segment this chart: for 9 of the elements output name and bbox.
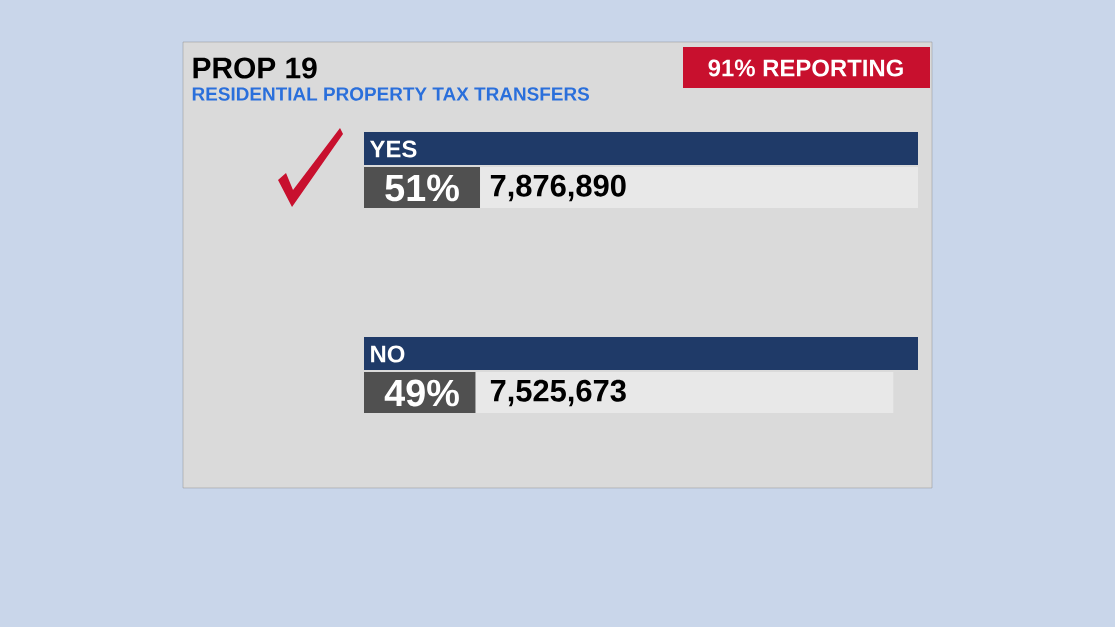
category-label: NO <box>371 345 405 363</box>
text: PROP 19 <box>193 57 317 79</box>
data-label: 49% <box>384 379 459 407</box>
data-label: 7,876,890 <box>490 174 626 202</box>
category-label: YES <box>369 140 417 158</box>
data-label: 51% <box>385 174 459 202</box>
text: 91% REPORTING <box>708 59 903 77</box>
data-label: 7,525,673 <box>490 379 626 407</box>
text: RESIDENTIAL PROPERTY TAX TRANSFERS <box>192 87 590 101</box>
